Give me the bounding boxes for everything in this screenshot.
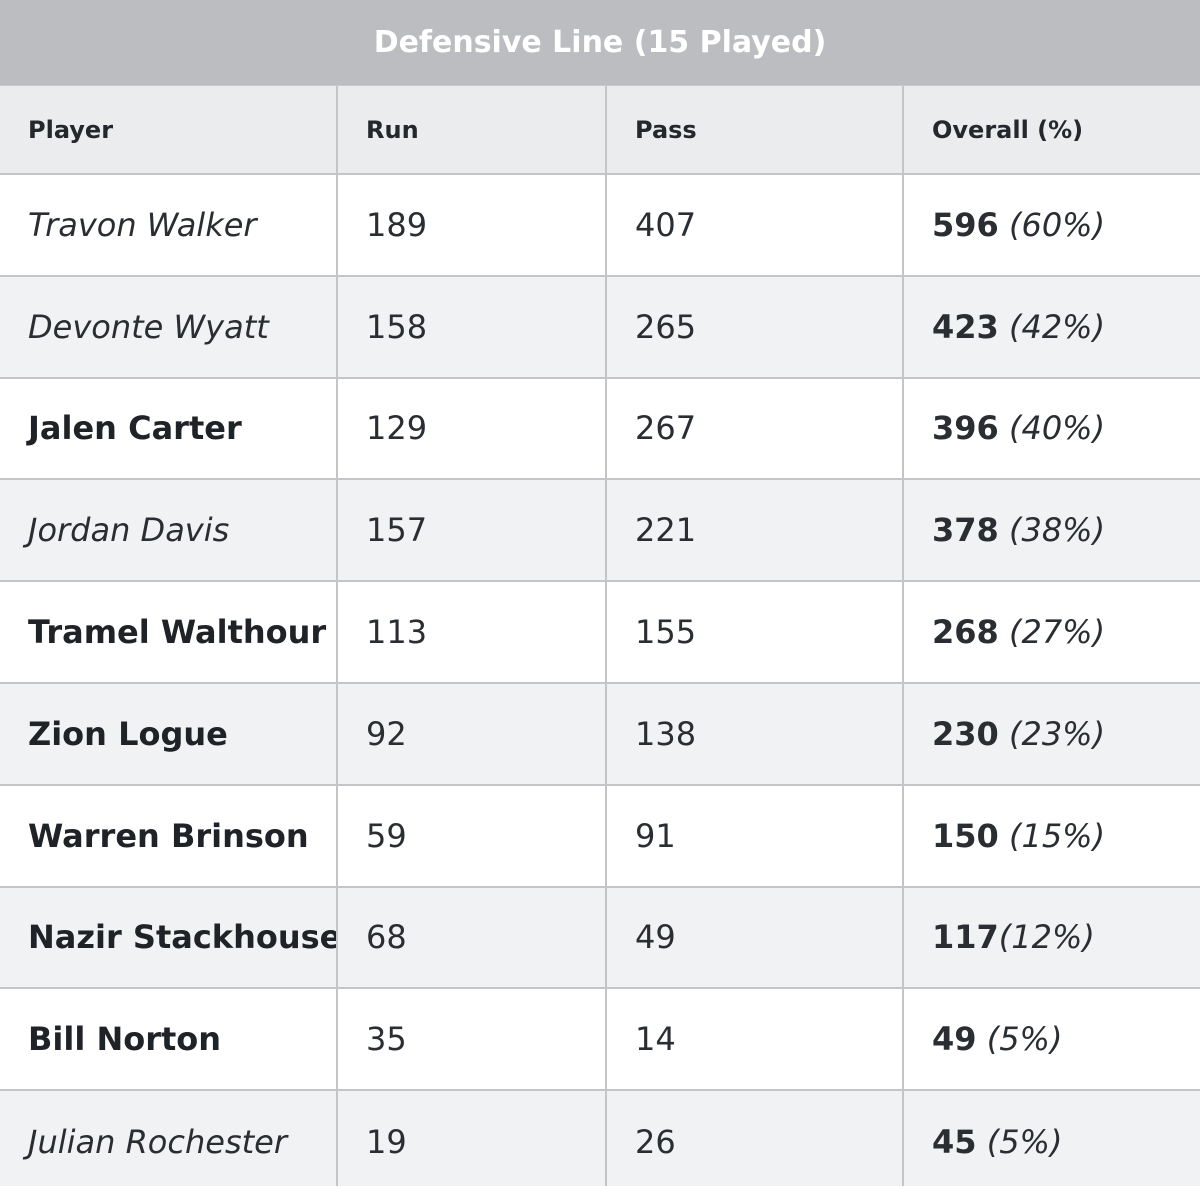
overall-percent: (5%) xyxy=(976,1020,1063,1059)
pass-cell: 49 xyxy=(605,885,904,990)
player-name-cell: Julian Rochester xyxy=(0,1089,338,1186)
run-cell: 35 xyxy=(336,987,607,1092)
snap-count-table: Player Run Pass Overall (%) Travon Walke… xyxy=(0,86,1200,1186)
overall-percent: (15%) xyxy=(998,816,1106,855)
overall-percent: (38%) xyxy=(998,511,1106,550)
overall-cell: 49 (5%) xyxy=(902,987,1200,1092)
pass-cell: 265 xyxy=(605,274,904,379)
overall-percent: (40%) xyxy=(998,409,1106,448)
player-name-cell: Bill Norton xyxy=(0,987,338,1092)
overall-total: 396 xyxy=(932,409,999,448)
run-cell: 68 xyxy=(336,885,607,990)
overall-cell: 230 (23%) xyxy=(902,681,1200,786)
run-cell: 92 xyxy=(336,681,607,786)
pass-cell: 91 xyxy=(605,783,904,888)
player-name-cell: Zion Logue xyxy=(0,681,338,786)
overall-cell: 150 (15%) xyxy=(902,783,1200,888)
overall-total: 150 xyxy=(932,816,999,855)
table-row: Jordan Davis 157 221 378 (38%) xyxy=(0,478,1200,583)
table-row: Tramel Walthour 113 155 268 (27%) xyxy=(0,580,1200,684)
run-cell: 59 xyxy=(336,783,607,888)
overall-cell: 117(12%) xyxy=(902,885,1200,990)
overall-cell: 423 (42%) xyxy=(902,274,1200,379)
table-row: Nazir Stackhouse 68 49 117(12%) xyxy=(0,885,1200,990)
table-row: Warren Brinson 59 91 150 (15%) xyxy=(0,783,1200,888)
pass-cell: 267 xyxy=(605,376,904,481)
player-name-cell: Devonte Wyatt xyxy=(0,274,338,379)
table-row: Julian Rochester 19 26 45 (5%) xyxy=(0,1089,1200,1186)
overall-cell: 378 (38%) xyxy=(902,478,1200,583)
column-header-pass: Pass xyxy=(605,86,904,175)
run-cell: 19 xyxy=(336,1089,607,1186)
column-header-run: Run xyxy=(336,86,607,175)
pass-cell: 155 xyxy=(605,580,904,684)
overall-total: 268 xyxy=(932,613,999,652)
column-header-player: Player xyxy=(0,86,338,175)
pass-cell: 26 xyxy=(605,1089,904,1186)
player-name-cell: Warren Brinson xyxy=(0,783,338,888)
overall-total: 230 xyxy=(932,714,999,753)
pass-cell: 14 xyxy=(605,987,904,1092)
overall-cell: 596 (60%) xyxy=(902,173,1200,277)
player-name-cell: Jordan Davis xyxy=(0,478,338,583)
overall-total: 117 xyxy=(932,918,999,957)
run-cell: 157 xyxy=(336,478,607,583)
run-cell: 189 xyxy=(336,173,607,277)
overall-total: 378 xyxy=(932,511,999,550)
overall-percent: (5%) xyxy=(976,1122,1063,1161)
table-caption: Defensive Line (15 Played) xyxy=(0,0,1200,86)
overall-cell: 396 (40%) xyxy=(902,376,1200,481)
overall-percent: (23%) xyxy=(998,714,1106,753)
player-name-cell: Travon Walker xyxy=(0,173,338,277)
overall-total: 423 xyxy=(932,307,999,346)
overall-percent: (60%) xyxy=(998,205,1106,244)
player-name-cell: Nazir Stackhouse xyxy=(0,885,338,990)
overall-percent: (12%) xyxy=(998,918,1095,957)
table-row: Bill Norton 35 14 49 (5%) xyxy=(0,987,1200,1092)
table-row: Jalen Carter 129 267 396 (40%) xyxy=(0,376,1200,481)
overall-percent: (42%) xyxy=(998,307,1106,346)
overall-total: 45 xyxy=(932,1122,977,1161)
overall-cell: 45 (5%) xyxy=(902,1089,1200,1186)
table-body: Travon Walker 189 407 596 (60%) Devonte … xyxy=(0,173,1200,1186)
player-name-cell: Jalen Carter xyxy=(0,376,338,481)
header-row: Player Run Pass Overall (%) xyxy=(0,86,1200,175)
run-cell: 113 xyxy=(336,580,607,684)
overall-percent: (27%) xyxy=(998,613,1106,652)
table-row: Zion Logue 92 138 230 (23%) xyxy=(0,681,1200,786)
run-cell: 158 xyxy=(336,274,607,379)
table-row: Travon Walker 189 407 596 (60%) xyxy=(0,173,1200,277)
column-header-overall: Overall (%) xyxy=(902,86,1200,175)
overall-cell: 268 (27%) xyxy=(902,580,1200,684)
pass-cell: 138 xyxy=(605,681,904,786)
run-cell: 129 xyxy=(336,376,607,481)
pass-cell: 221 xyxy=(605,478,904,583)
pass-cell: 407 xyxy=(605,173,904,277)
player-name-cell: Tramel Walthour xyxy=(0,580,338,684)
overall-total: 596 xyxy=(932,205,999,244)
overall-total: 49 xyxy=(932,1020,977,1059)
table-row: Devonte Wyatt 158 265 423 (42%) xyxy=(0,274,1200,379)
